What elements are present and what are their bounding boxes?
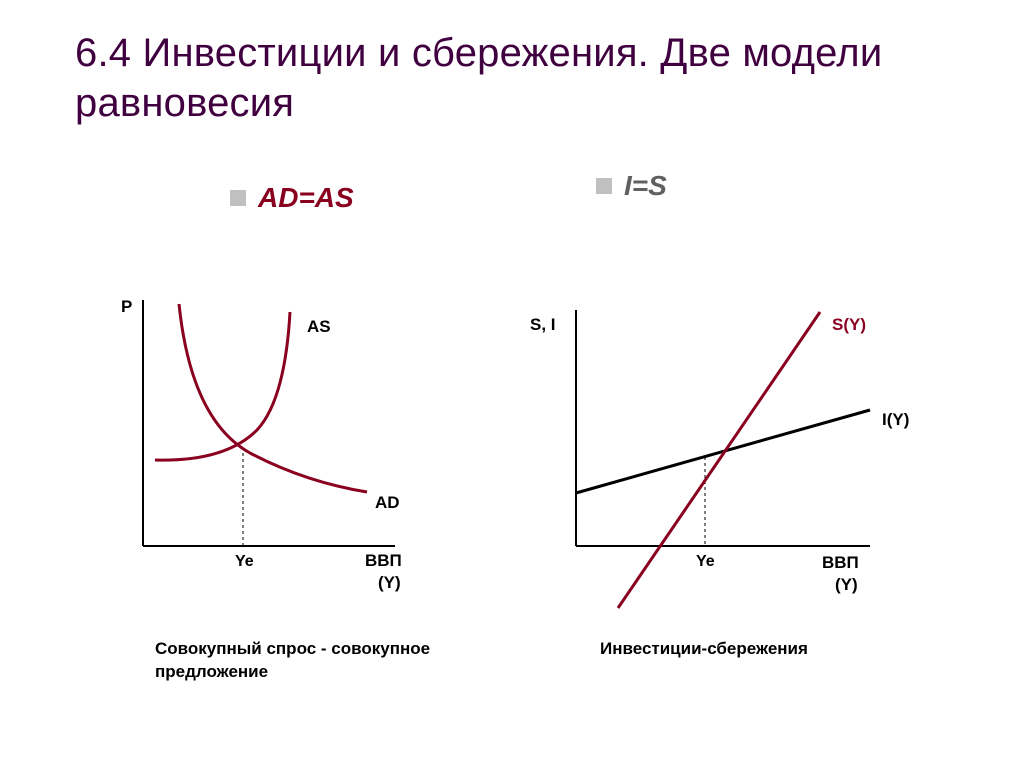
x-axis-label-line1: ВВП	[822, 553, 859, 572]
ad-curve-label: AD	[375, 493, 400, 512]
chart-is: S, I S(Y) I(Y) Ye ВВП (Y)	[520, 290, 950, 630]
ad-curve	[179, 304, 367, 492]
as-curve	[155, 312, 290, 460]
bullet-square-icon	[230, 190, 246, 206]
y-axis-label: P	[121, 297, 132, 316]
caption-right: Инвестиции-сбережения	[600, 638, 920, 661]
slide-title: 6.4 Инвестиции и сбережения. Две модели …	[75, 28, 955, 128]
bullet-right-label: I=S	[624, 170, 667, 202]
bullet-left-label: AD=AS	[258, 182, 354, 214]
bullet-ad-as: AD=AS	[230, 182, 354, 214]
slide: 6.4 Инвестиции и сбережения. Две модели …	[0, 0, 1024, 767]
chart-ad-as: P AS AD Ye ВВП (Y)	[95, 290, 475, 620]
bullet-square-icon	[596, 178, 612, 194]
sy-line	[618, 312, 820, 608]
ye-tick-label: Ye	[696, 553, 715, 570]
iy-label: I(Y)	[882, 410, 909, 429]
bullet-is: I=S	[596, 170, 667, 202]
x-axis-label-line2: (Y)	[835, 575, 858, 594]
ye-tick-label: Ye	[235, 553, 254, 570]
y-axis-label: S, I	[530, 315, 556, 334]
x-axis-label-line1: ВВП	[365, 551, 402, 570]
as-curve-label: AS	[307, 317, 331, 336]
x-axis-label-line2: (Y)	[378, 573, 401, 592]
caption-left: Совокупный спрос - совокупное предложени…	[155, 638, 445, 684]
sy-label: S(Y)	[832, 315, 866, 334]
